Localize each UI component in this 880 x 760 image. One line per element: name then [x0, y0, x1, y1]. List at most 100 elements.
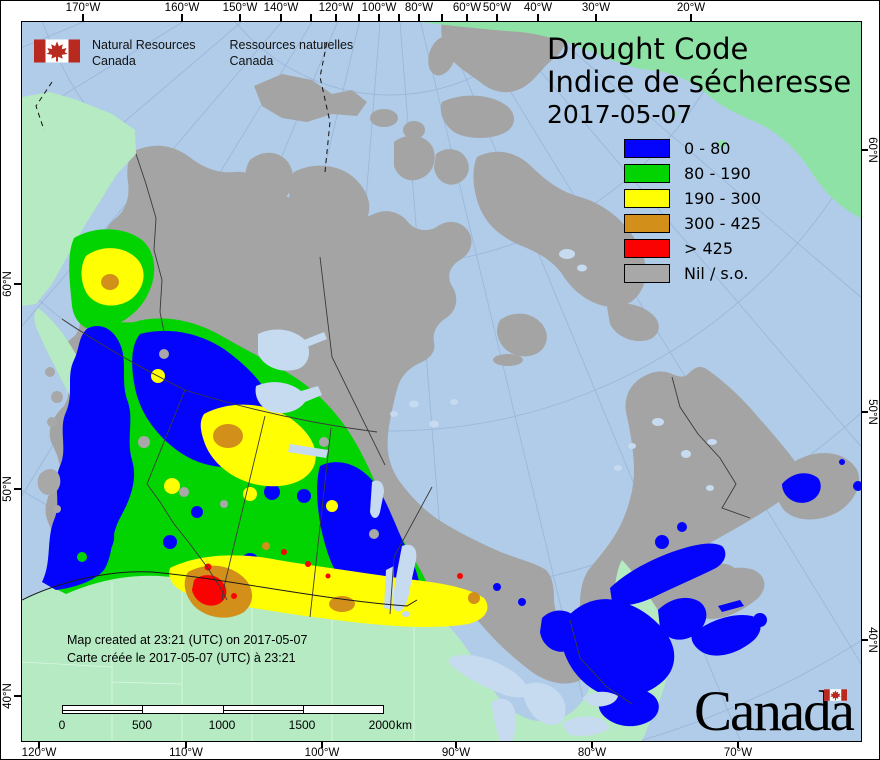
legend-label: 190 - 300	[684, 189, 762, 208]
axis-label-longitude: 30°W	[581, 2, 611, 14]
axis-label-longitude: 100°W	[361, 2, 397, 14]
axis-tick-top	[441, 14, 443, 21]
axis-tick-top	[537, 14, 539, 21]
agency-name-en-line1: Natural Resources	[92, 38, 196, 52]
canada-flag-icon	[824, 689, 847, 701]
legend-item: 80 - 190	[624, 161, 761, 186]
axis-tick-top	[310, 14, 312, 21]
legend-label: > 425	[684, 239, 734, 258]
greenland	[420, 22, 861, 218]
axis-label-longitude: 20°W	[676, 2, 706, 14]
scale-bar-graphic	[62, 705, 384, 714]
axis-label-latitude: 50°N	[866, 399, 878, 425]
axis-tick-top	[378, 14, 380, 21]
legend-swatch	[624, 239, 670, 258]
axis-label-longitude: 110°W	[169, 747, 203, 759]
creation-note: Map created at 23:21 (UTC) on 2017-05-07…	[67, 631, 307, 667]
legend-label: 80 - 190	[684, 164, 751, 183]
axis-label-longitude: 160°W	[164, 2, 200, 14]
axis-label-longitude: 40°W	[523, 2, 553, 14]
axis-label-longitude: 150°W	[222, 2, 258, 14]
axis-label-latitude: 60°N	[2, 271, 14, 297]
canada-flag-icon	[34, 39, 80, 63]
axis-tick-top	[690, 14, 692, 21]
axis-label-longitude: 100°W	[304, 747, 340, 759]
axis-tick-right	[861, 639, 868, 641]
axis-label-longitude: 70°W	[723, 747, 753, 759]
legend-swatch	[624, 139, 670, 158]
axis-label-latitude: 50°N	[2, 476, 14, 502]
lakes	[255, 249, 717, 741]
axis-tick-bottom	[455, 741, 457, 748]
agency-name-fr-line2: Canada	[229, 54, 274, 68]
axis-tick-right	[861, 411, 868, 413]
axis-tick-top	[595, 14, 597, 21]
axis-label-longitude: 80°W	[577, 747, 607, 759]
axis-tick-top	[181, 14, 183, 21]
agency-name-en-line2: Canada	[92, 54, 136, 68]
creation-note-en: Map created at 23:21 (UTC) on 2017-05-07	[67, 633, 308, 647]
drought-layer-east	[493, 459, 861, 727]
axis-tick-top	[358, 14, 360, 21]
scale-label: 1000	[208, 718, 236, 732]
legend: 0 - 80 80 - 190 190 - 300 300 - 425 > 42…	[624, 136, 761, 286]
axis-label-latitude: 60°N	[866, 137, 878, 163]
axis-tick-left	[14, 488, 21, 490]
axis-tick-top	[82, 14, 84, 21]
map-title-fr: Indice de sécheresse	[547, 65, 852, 99]
legend-item: Nil / s.o.	[624, 261, 761, 286]
axis-tick-right	[861, 149, 868, 151]
axis-label-longitude: 50°W	[482, 2, 512, 14]
scale-segment	[63, 706, 143, 713]
axis-tick-top	[239, 14, 241, 21]
axis-tick-left	[14, 283, 21, 285]
scale-label: 0	[58, 718, 66, 732]
axis-label-longitude: 90°W	[441, 747, 471, 759]
legend-label: Nil / s.o.	[684, 264, 749, 283]
map-date: 2017-05-07	[547, 100, 693, 129]
map-title-en: Drought Code	[547, 32, 749, 66]
axis-tick-top	[418, 14, 420, 21]
axis-tick-bottom	[38, 741, 40, 748]
legend-swatch	[624, 189, 670, 208]
creation-note-fr: Carte créée le 2017-05-07 (UTC) à 23:21	[67, 651, 296, 665]
drought-layer-west	[37, 229, 488, 627]
scale-label: 2000	[368, 718, 396, 732]
legend-swatch	[624, 264, 670, 283]
legend-item: > 425	[624, 236, 761, 261]
axis-label-longitude: 120°W	[21, 747, 57, 759]
axis-label-longitude: 60°W	[452, 2, 482, 14]
axis-tick-bottom	[737, 741, 739, 748]
map-canvas: Natural Resources Canada Ressources natu…	[21, 21, 862, 742]
axis-label-longitude: 120°W	[318, 2, 354, 14]
legend-item: 190 - 300	[624, 186, 761, 211]
axis-label-longitude: 140°W	[263, 2, 299, 14]
legend-item: 0 - 80	[624, 136, 761, 161]
scale-segment	[142, 706, 222, 713]
scale-label: 500	[131, 718, 153, 732]
scale-unit: km	[396, 718, 412, 732]
axis-tick-top	[280, 14, 282, 21]
legend-label: 0 - 80	[684, 139, 731, 158]
axis-tick-top	[466, 14, 468, 21]
legend-swatch	[624, 164, 670, 183]
scale-bar: 0 500 1000 1500 2000 km	[42, 705, 412, 737]
scale-segment	[222, 706, 304, 713]
axis-tick-top	[335, 14, 337, 21]
legend-label: 300 - 425	[684, 214, 762, 233]
axis-label-longitude: 80°W	[404, 2, 434, 14]
map-graphic	[22, 22, 861, 741]
axis-tick-left	[14, 695, 21, 697]
axis-label-latitude: 40°N	[2, 683, 14, 709]
axis-tick-bottom	[591, 741, 593, 748]
agency-name-fr-line1: Ressources naturelles	[229, 38, 354, 52]
map-title-block: Drought Code Indice de sécheresse 2017-0…	[547, 33, 851, 131]
axis-label-latitude: 40°N	[866, 627, 878, 653]
axis-tick-top	[398, 14, 400, 21]
scale-segment	[302, 706, 383, 713]
political-boundaries	[22, 41, 751, 705]
nrcan-signature: Natural Resources Canada Ressources natu…	[34, 37, 353, 69]
axis-label-longitude: 170°W	[65, 2, 101, 14]
canada-wordmark: Canada	[694, 683, 861, 741]
